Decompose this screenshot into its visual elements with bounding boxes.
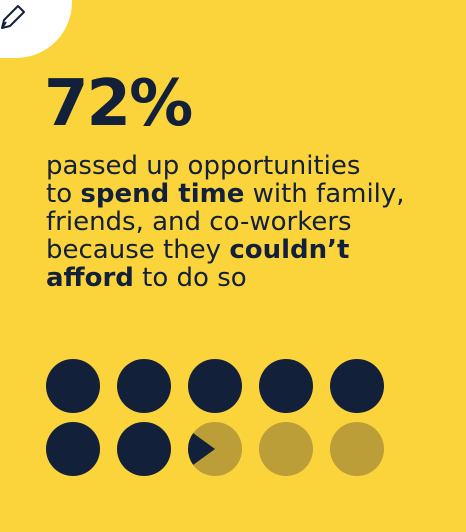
dot-filled: [330, 359, 384, 413]
description-line-5-post: to do so: [133, 263, 247, 293]
description-line-4-pre: because they: [46, 235, 230, 265]
description-line-2-post: with family,: [244, 179, 405, 209]
dot-partial-fill: [188, 433, 215, 465]
stat-value: 72%: [44, 67, 193, 141]
description-emphasis-couldnt: couldn’t: [229, 235, 350, 265]
dot-empty: [330, 422, 384, 476]
dot-filled: [46, 422, 100, 476]
description-line-4: because they couldn’t: [46, 236, 446, 264]
dot-filled: [188, 359, 242, 413]
description-line-3: friends, and co-workers: [46, 207, 352, 237]
dot-grid: [46, 359, 384, 476]
description-line-1: passed up opportunities: [46, 151, 361, 181]
description-line-2: to spend time with family,: [46, 180, 446, 208]
stat-description: passed up opportunities to spend time wi…: [46, 152, 446, 292]
dot-empty: [259, 422, 313, 476]
description-emphasis-spend-time: spend time: [80, 179, 245, 209]
dot-filled: [117, 422, 171, 476]
description-line-2-pre: to: [46, 179, 81, 209]
pencil-icon: [1, 5, 25, 29]
description-emphasis-afford: afford: [46, 263, 134, 293]
description-line-5: afford to do so: [46, 264, 446, 292]
dot-filled: [259, 359, 313, 413]
dot-filled: [46, 359, 100, 413]
dot-filled: [117, 359, 171, 413]
